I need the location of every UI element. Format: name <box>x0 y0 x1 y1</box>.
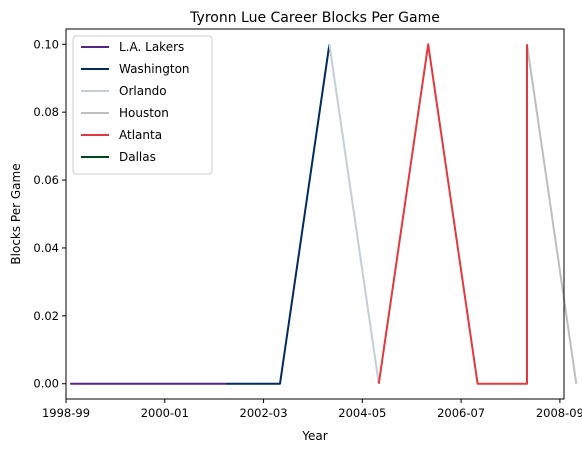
y-tick-label: 0.04 <box>33 241 59 255</box>
y-tick-label: 0.00 <box>33 377 59 391</box>
series-line-atlanta <box>377 43 528 385</box>
y-tick-label: 0.10 <box>33 37 59 51</box>
y-tick-label: 0.08 <box>33 105 59 119</box>
y-axis-title: Blocks Per Game <box>9 163 23 264</box>
y-tick-label: 0.06 <box>33 173 59 187</box>
legend-label: Orlando <box>119 84 167 98</box>
series-line-houston <box>526 44 578 384</box>
y-tick-label: 0.02 <box>33 309 59 323</box>
x-tick-label: 1998-99 <box>42 406 90 420</box>
x-tick-label: 2004-05 <box>338 406 386 420</box>
x-axis-title: Year <box>301 429 327 443</box>
y-axis: 0.00 0.02 0.04 0.06 0.08 0.10 <box>33 37 66 391</box>
series-line-orlando <box>328 44 380 384</box>
chart-title: Tyronn Lue Career Blocks Per Game <box>189 10 440 26</box>
legend: L.A. Lakers Washington Orlando Houston Atlan… <box>72 35 213 175</box>
x-tick-label: 2006-07 <box>437 406 485 420</box>
legend-box <box>72 35 213 175</box>
x-tick-label: 2000-01 <box>141 406 189 420</box>
plot-lines <box>70 43 578 385</box>
x-axis: 1998-99 2000-01 2002-03 2004-05 2006-07 2008-… <box>42 399 582 420</box>
legend-label: Washington <box>119 62 190 76</box>
legend-label: Dallas <box>119 150 156 164</box>
x-tick-label: 2002-03 <box>240 406 288 420</box>
legend-label: Atlanta <box>119 128 162 142</box>
legend-label: Houston <box>119 106 169 120</box>
series-line-washington <box>226 44 331 385</box>
x-tick-label: 2008-09 <box>536 406 582 420</box>
legend-label: L.A. Lakers <box>119 40 184 54</box>
plot-frame <box>65 28 565 400</box>
